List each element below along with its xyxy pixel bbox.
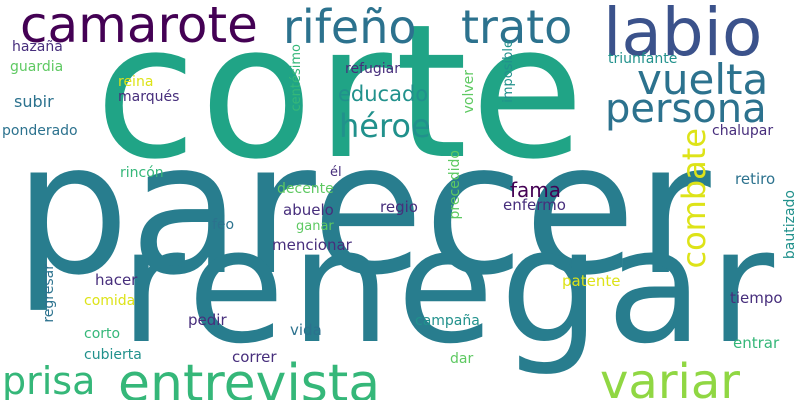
word-triunfante: triunfante (608, 51, 678, 67)
word-retiro: retiro (735, 170, 776, 188)
word-el: él (330, 165, 342, 180)
word-hazana: hazaña (12, 39, 63, 55)
word-decente: decente (277, 181, 334, 197)
word-renegar: renegar (120, 195, 781, 379)
word-ganar: ganar (296, 219, 334, 234)
word-precedido: precedido (447, 150, 463, 220)
word-ponderado: ponderado (2, 123, 78, 139)
word-enfermo: enfermo (503, 196, 566, 214)
word-entrar: entrar (733, 334, 780, 352)
word-fama: fama (510, 178, 562, 202)
word-vuelta: vuelta (637, 55, 769, 104)
word-subir: subir (14, 92, 54, 111)
word-regio: regio (380, 198, 418, 216)
word-reina: reina (118, 74, 154, 90)
word-rincon: rincón (120, 165, 164, 181)
word-camarote: camarote (20, 0, 258, 54)
word-feo: feo (212, 217, 235, 233)
word-prisa: prisa (2, 359, 96, 400)
word-hacer: hacer (95, 271, 138, 289)
word-dar: dar (450, 351, 474, 367)
word-volver: volver (461, 70, 477, 114)
word-labio: labio (603, 0, 763, 71)
word-tiempo: tiempo (730, 289, 783, 307)
word-correr: correr (232, 348, 277, 366)
word-guardia: guardia (10, 59, 64, 75)
word-patente: patente (562, 272, 621, 290)
word-trato: trato (461, 0, 573, 54)
word-chalupar: chalupar (712, 123, 774, 139)
word-educado: educado (338, 82, 429, 106)
word-centesimo: centésimo (289, 44, 304, 112)
word-marques: marqués (118, 89, 180, 105)
word-pedir: pedir (188, 311, 227, 329)
word-refugiar: refugiar (345, 61, 400, 77)
word-entrevista: entrevista (118, 354, 381, 400)
word-combate: combate (675, 128, 713, 269)
word-variar: variar (600, 354, 741, 400)
word-regresar: regresar (41, 264, 57, 323)
word-rifeno: rifeño (283, 0, 417, 54)
word-campana: campaña (415, 313, 480, 329)
word-parecer: parecer (14, 103, 711, 315)
word-corte: corte (95, 0, 588, 200)
word-cubierta: cubierta (84, 347, 142, 363)
word-mencionar: mencionar (272, 236, 352, 254)
word-imposible: imposible (501, 40, 516, 103)
word-persona: persona (605, 86, 767, 132)
word-abuelo: abuelo (283, 201, 334, 219)
word-comida: comida (84, 293, 136, 309)
word-vida: vida (290, 321, 322, 339)
word-corto: corto (84, 326, 121, 342)
word-heroe: héroe (339, 107, 431, 145)
word-bautizado: bautizado (782, 190, 798, 260)
